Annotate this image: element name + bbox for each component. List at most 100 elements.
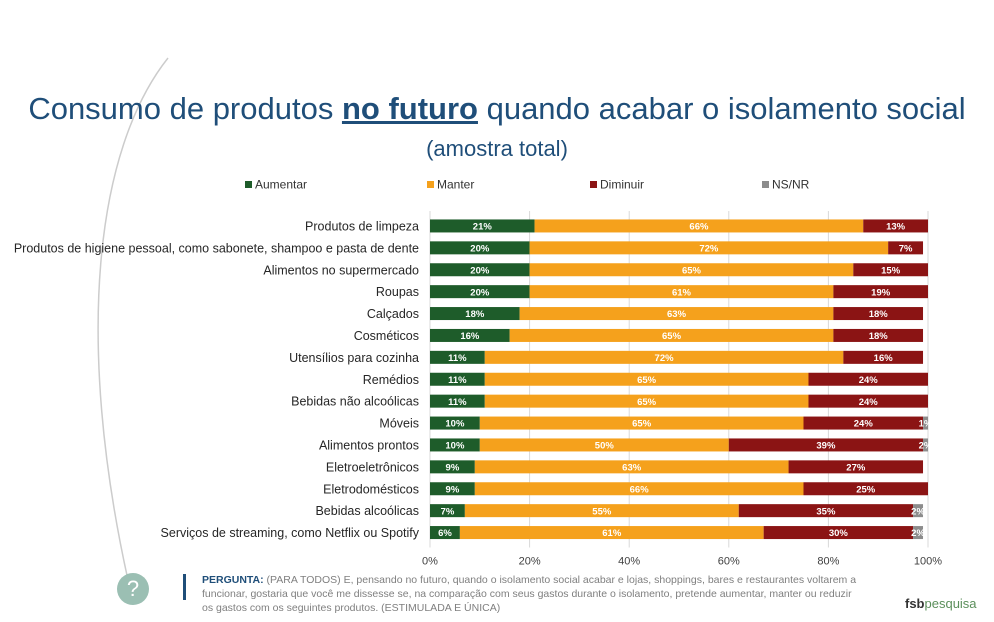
category-label: Bebidas alcoólicas	[315, 504, 419, 518]
bar-segment	[509, 328, 834, 342]
data-label: 21%	[473, 222, 493, 233]
data-label: 72%	[655, 353, 675, 364]
legend-label: NS/NR	[772, 178, 810, 192]
x-tick-label: 80%	[817, 556, 839, 568]
bar-segment	[430, 219, 535, 233]
data-label: 65%	[682, 265, 702, 276]
legend-swatch	[590, 181, 597, 188]
bar-segment	[853, 263, 928, 277]
data-label: 7%	[441, 506, 455, 517]
data-label: 9%	[446, 484, 460, 495]
bar-segment	[923, 416, 928, 430]
data-label: 20%	[470, 287, 490, 298]
data-label: 24%	[854, 419, 874, 430]
bar-segment	[833, 328, 924, 342]
data-label: 35%	[816, 506, 836, 517]
bar-segment	[430, 438, 480, 452]
bar-segment	[430, 372, 485, 386]
data-label: 18%	[465, 309, 485, 320]
data-label: 50%	[595, 441, 615, 452]
data-label: 63%	[622, 462, 642, 473]
category-label: Eletrodomésticos	[323, 482, 419, 496]
question-text: (PARA TODOS) E, pensando no futuro, quan…	[202, 574, 857, 614]
category-label: Cosméticos	[354, 329, 419, 343]
data-label: 20%	[470, 265, 490, 276]
data-label: 10%	[445, 419, 465, 430]
bar-segment	[534, 219, 864, 233]
bar-segment	[808, 394, 928, 408]
x-tick-label: 100%	[914, 556, 942, 568]
bar-segment	[430, 263, 530, 277]
category-label: Serviços de streaming, como Netflix ou S…	[161, 526, 420, 540]
category-label: Produtos de limpeza	[305, 219, 419, 233]
title-suffix: quando acabar o isolamento social	[477, 91, 966, 126]
data-label: 2%	[911, 506, 925, 517]
category-label: Eletroeletrônicos	[326, 460, 419, 474]
bar-segment	[738, 504, 914, 518]
data-label: 72%	[699, 243, 719, 254]
brand-logo: fsbpesquisa	[905, 596, 977, 611]
legend-label: Aumentar	[255, 178, 307, 192]
bar-segment	[529, 285, 834, 299]
bar-segment	[888, 241, 924, 255]
bar-segment	[430, 460, 475, 474]
x-tick-label: 0%	[422, 556, 438, 568]
data-label: 16%	[874, 353, 894, 364]
bar-segment	[430, 482, 475, 496]
bar-segment	[803, 416, 924, 430]
bar-segment	[474, 482, 804, 496]
data-label: 11%	[448, 397, 467, 408]
title-prefix: Consumo de produtos	[28, 91, 342, 126]
bar-segment	[430, 394, 485, 408]
bar-segment	[459, 526, 764, 540]
legend-swatch	[427, 181, 434, 188]
data-label: 1%	[919, 419, 933, 430]
category-label: Calçados	[367, 307, 419, 321]
data-label: 18%	[869, 309, 889, 320]
data-label: 10%	[445, 441, 465, 452]
bar-segment	[479, 438, 729, 452]
bar-segment	[430, 307, 520, 321]
data-label: 9%	[446, 462, 460, 473]
data-label: 65%	[637, 397, 657, 408]
help-icon[interactable]: ?	[117, 573, 149, 605]
bar-segment	[529, 241, 889, 255]
bar-segment	[728, 438, 924, 452]
legend-label: Diminuir	[600, 178, 644, 192]
data-label: 11%	[448, 375, 467, 386]
title-highlight: no futuro	[341, 91, 478, 126]
bar-segment	[464, 504, 739, 518]
x-tick-label: 60%	[718, 556, 740, 568]
category-label: Roupas	[376, 285, 419, 299]
data-label: 61%	[602, 528, 622, 539]
bar-segment	[763, 526, 914, 540]
data-label: 39%	[816, 441, 836, 452]
bar-segment	[430, 526, 460, 540]
bar-segment	[863, 219, 928, 233]
bar-segment	[519, 307, 834, 321]
data-label: 2%	[911, 528, 925, 539]
data-label: 65%	[632, 419, 652, 430]
bar-segment	[430, 416, 480, 430]
data-label: 19%	[871, 287, 891, 298]
bar-segment	[484, 394, 809, 408]
bar-segment	[833, 285, 928, 299]
bar-segment	[430, 504, 465, 518]
category-label: Utensílios para cozinha	[289, 351, 419, 365]
x-tick-label: 40%	[618, 556, 640, 568]
data-label: 66%	[689, 222, 709, 233]
bar-segment	[479, 416, 804, 430]
bar-segment	[843, 350, 924, 364]
data-label: 11%	[448, 353, 467, 364]
bar-segment	[833, 307, 924, 321]
data-label: 65%	[637, 375, 657, 386]
question-note: PERGUNTA: (PARA TODOS) E, pensando no fu…	[202, 573, 862, 615]
data-label: 63%	[667, 309, 687, 320]
bar-segment	[430, 328, 510, 342]
page-subtitle: (amostra total)	[426, 136, 568, 161]
stacked-bar-chart: 0% 20% 40% 60% 80% 100% Aumentar Manter Diminuir…	[14, 178, 942, 568]
question-label: PERGUNTA:	[202, 574, 264, 586]
bar-segment	[430, 241, 530, 255]
bar-segment	[474, 460, 789, 474]
